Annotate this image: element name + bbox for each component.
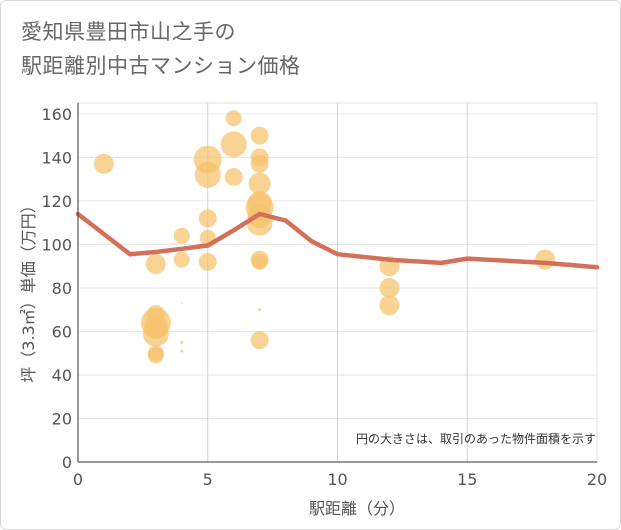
y-tick-label: 0	[62, 453, 72, 472]
x-axis-title: 駅距離（分）	[309, 499, 405, 518]
bubble	[180, 340, 184, 344]
x-tick-label: 10	[327, 470, 347, 489]
y-tick-label: 100	[41, 235, 72, 254]
bubble	[248, 172, 271, 195]
bubble	[379, 295, 400, 316]
bubble	[147, 347, 164, 364]
bubble	[198, 252, 217, 271]
bubble	[173, 227, 190, 244]
y-tick-label: 160	[41, 105, 72, 124]
average-price-line	[75, 211, 600, 270]
bubble	[535, 249, 556, 270]
x-tick-label: 15	[457, 470, 477, 489]
y-tick-label: 40	[52, 366, 72, 385]
bubble	[250, 126, 269, 145]
bubble	[220, 131, 247, 158]
bubble-size-note: 円の大きさは、取引のあった物件面積を示す	[356, 431, 596, 446]
y-tick-label: 140	[41, 148, 72, 167]
bubbles	[93, 110, 556, 364]
chart-title: 愛知県豊田市山之手の 駅距離別中古マンション価格	[21, 15, 301, 83]
grid	[77, 102, 598, 463]
y-axis-title: 坪（3.3㎡）単価（万円）	[19, 197, 38, 382]
axes: 0 20 40 60 80 100 120 140 160 0 5 10 15 20	[41, 103, 607, 489]
bubble	[250, 154, 269, 173]
x-tick-label: 5	[203, 470, 213, 489]
x-tick-label: 0	[73, 470, 83, 489]
bubble	[250, 331, 269, 350]
bubble	[194, 161, 221, 188]
bubble	[258, 308, 262, 312]
chart-title-line-2: 駅距離別中古マンション価格	[21, 54, 301, 78]
bubble	[251, 253, 268, 270]
y-tick-label: 80	[52, 279, 72, 298]
trend-line-layer	[75, 211, 600, 270]
bubble	[145, 254, 166, 275]
bubble	[142, 320, 169, 347]
bubble	[181, 302, 183, 304]
y-tick-label: 60	[52, 322, 72, 341]
y-tick-label: 20	[52, 409, 72, 428]
bubble	[379, 277, 400, 298]
bubble	[198, 209, 217, 228]
bubble	[224, 167, 243, 186]
chart-title-line-1: 愛知県豊田市山之手の	[21, 20, 236, 44]
bubble	[225, 110, 242, 127]
x-tick-label: 20	[587, 470, 607, 489]
y-tick-label: 120	[41, 192, 72, 211]
bubble	[180, 349, 184, 353]
bubble	[173, 251, 190, 268]
bubble	[93, 153, 114, 174]
